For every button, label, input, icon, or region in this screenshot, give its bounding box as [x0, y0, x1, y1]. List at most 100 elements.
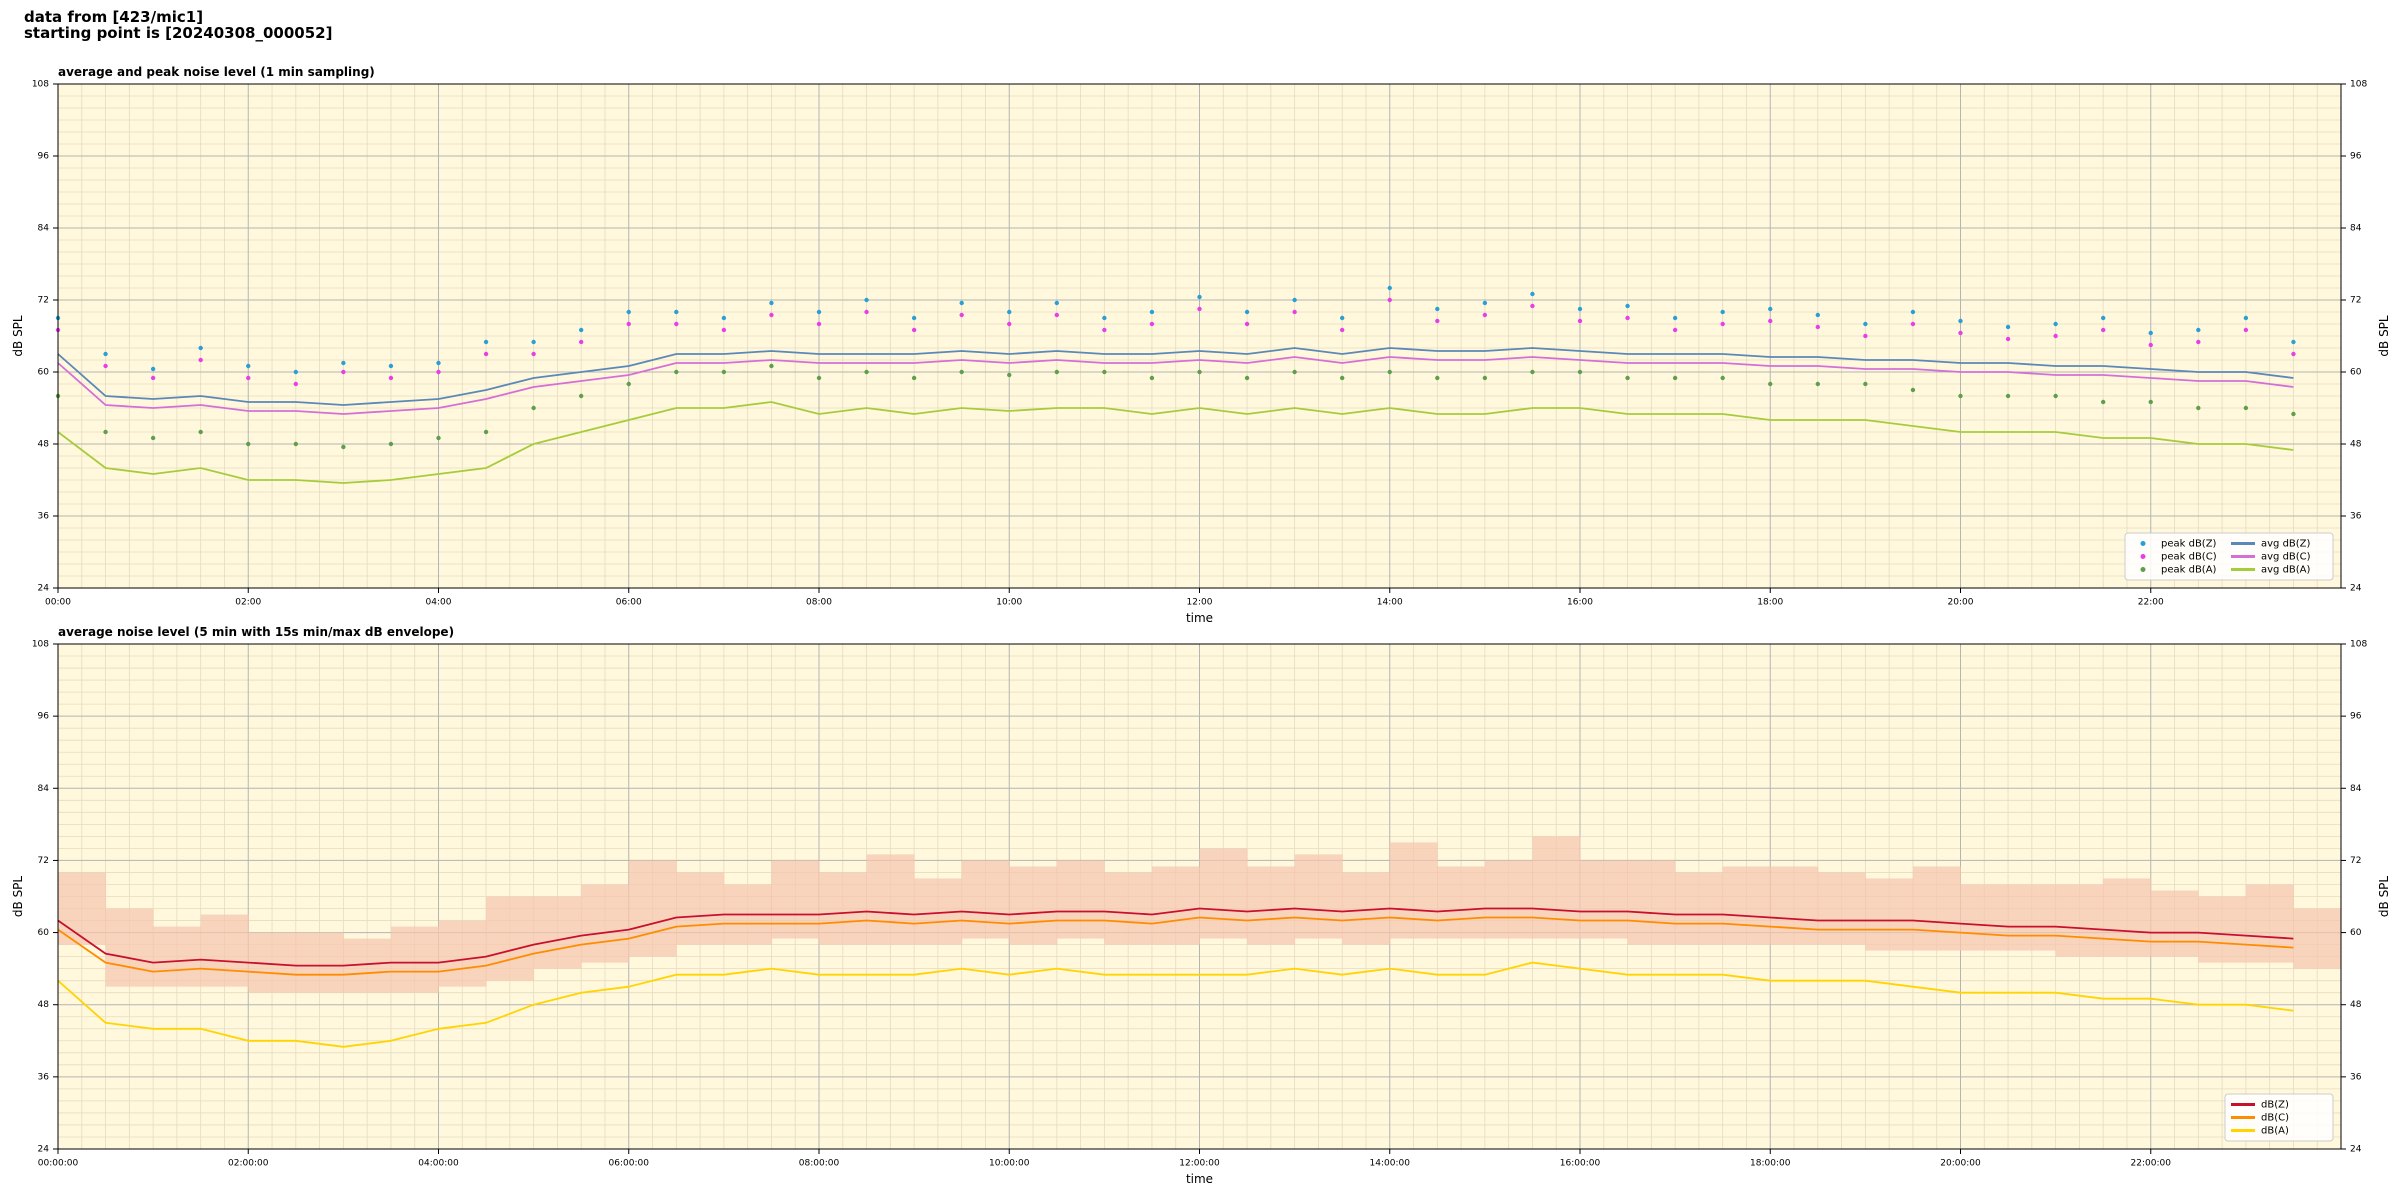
y-tick-label: 84: [2350, 224, 2362, 234]
peak-point: [578, 393, 584, 399]
header-line: starting point is [20240308_000052]: [24, 24, 332, 42]
y-tick-label: 108: [32, 640, 49, 650]
peak-point: [911, 375, 917, 381]
envelope-band: [1199, 848, 1248, 939]
peak-point: [1054, 300, 1060, 306]
peak-point: [674, 369, 679, 375]
y-tick-label: 72: [38, 296, 49, 306]
peak-point: [1435, 318, 1440, 324]
peak-point: [1435, 306, 1440, 312]
envelope-band: [486, 896, 535, 981]
peak-point: [1625, 303, 1630, 309]
y-tick-label: 60: [2350, 368, 2362, 378]
x-tick-label: 22:00:00: [2131, 1159, 2172, 1169]
x-tick-label: 02:00: [235, 598, 261, 608]
peak-point: [959, 369, 964, 375]
x-tick-label: 22:00: [2138, 598, 2164, 608]
envelope-band: [581, 884, 630, 963]
y-tick-label: 60: [38, 368, 50, 378]
y-tick-label: 72: [38, 856, 49, 866]
y-tick-label: 96: [2350, 712, 2362, 722]
peak-point: [864, 297, 869, 303]
envelope-band: [2245, 884, 2294, 963]
envelope-band: [1817, 872, 1866, 945]
x-tick-label: 10:00: [996, 598, 1022, 608]
legend-label: peak dB(A): [2161, 565, 2217, 576]
peak-point: [293, 381, 299, 387]
series-line: [57, 916, 2294, 976]
y-tick-label: 96: [38, 712, 50, 722]
peak-point: [2053, 393, 2058, 399]
peak-point: [198, 345, 203, 351]
peak-point: [959, 312, 964, 318]
envelope-band: [58, 872, 107, 945]
y-tick-label: 84: [38, 784, 50, 794]
peak-point: [1292, 309, 1297, 315]
peak-point: [246, 441, 251, 447]
peak-point: [1244, 309, 1250, 315]
x-tick-label: 14:00: [1377, 598, 1403, 608]
y-tick-label: 24: [38, 584, 50, 594]
x-tick-label: 18:00: [1757, 598, 1783, 608]
peak-point: [1768, 381, 1773, 387]
peak-point: [1482, 375, 1488, 381]
y-tick-label: 60: [38, 928, 50, 938]
legend-box: [2124, 532, 2334, 581]
envelope-band: [153, 926, 202, 987]
peak-point: [1625, 315, 1630, 321]
series-line: [57, 347, 2294, 406]
peak-point: [1387, 285, 1392, 291]
peak-point: [2243, 405, 2249, 411]
peak-point: [626, 381, 631, 387]
peak-point: [150, 435, 156, 441]
x-tick-label: 12:00:00: [1179, 1159, 1220, 1169]
y-tick-label: 72: [2350, 296, 2361, 306]
peak-point: [1292, 369, 1297, 375]
peak-point: [1007, 309, 1012, 315]
y-tick-label: 108: [2350, 80, 2367, 90]
y-axis-label: dB SPL: [11, 315, 25, 357]
peak-point: [2196, 339, 2201, 345]
peak-point: [674, 321, 679, 327]
x-tick-label: 04:00:00: [418, 1159, 459, 1169]
legend-label: peak dB(Z): [2161, 539, 2217, 550]
peak-point: [2005, 336, 2011, 342]
envelope-band: [1532, 836, 1581, 939]
y-tick-label: 24: [2350, 1145, 2362, 1155]
envelope-band: [200, 914, 249, 987]
legend-marker: [2140, 567, 2146, 572]
peak-point: [1149, 309, 1155, 315]
envelope-band: [2293, 908, 2342, 969]
peak-point: [2005, 324, 2011, 330]
peak-point: [2148, 330, 2153, 336]
peak-point: [1768, 318, 1773, 324]
peak-point: [816, 321, 822, 327]
peak-point: [531, 405, 536, 411]
x-tick-label: 02:00:00: [228, 1159, 269, 1169]
envelope-band: [1770, 866, 1819, 945]
envelope-band: [533, 896, 582, 969]
peak-point: [436, 360, 441, 366]
peak-point: [531, 351, 536, 357]
peak-point: [436, 435, 441, 441]
y-axis-label: dB SPL: [11, 876, 25, 918]
envelope-band: [1675, 872, 1724, 945]
peak-point: [1102, 315, 1107, 321]
peak-point: [1197, 294, 1202, 300]
peak-point: [198, 429, 203, 435]
peak-point: [1672, 327, 1678, 333]
peak-point: [2053, 333, 2058, 339]
peak-point: [816, 309, 822, 315]
envelope-band: [105, 908, 154, 987]
envelope-band: [628, 860, 677, 957]
peak-point: [198, 357, 203, 363]
legend-label: avg dB(Z): [2261, 539, 2311, 550]
peak-point: [1054, 312, 1060, 318]
envelope-band: [1484, 860, 1533, 939]
y-axis-label: dB SPL: [2377, 876, 2391, 918]
x-axis-label: time: [1186, 1172, 1213, 1186]
y-tick-label: 96: [2350, 152, 2362, 162]
y-tick-label: 72: [2350, 856, 2361, 866]
envelope-band: [2103, 878, 2152, 957]
peak-point: [531, 339, 536, 345]
